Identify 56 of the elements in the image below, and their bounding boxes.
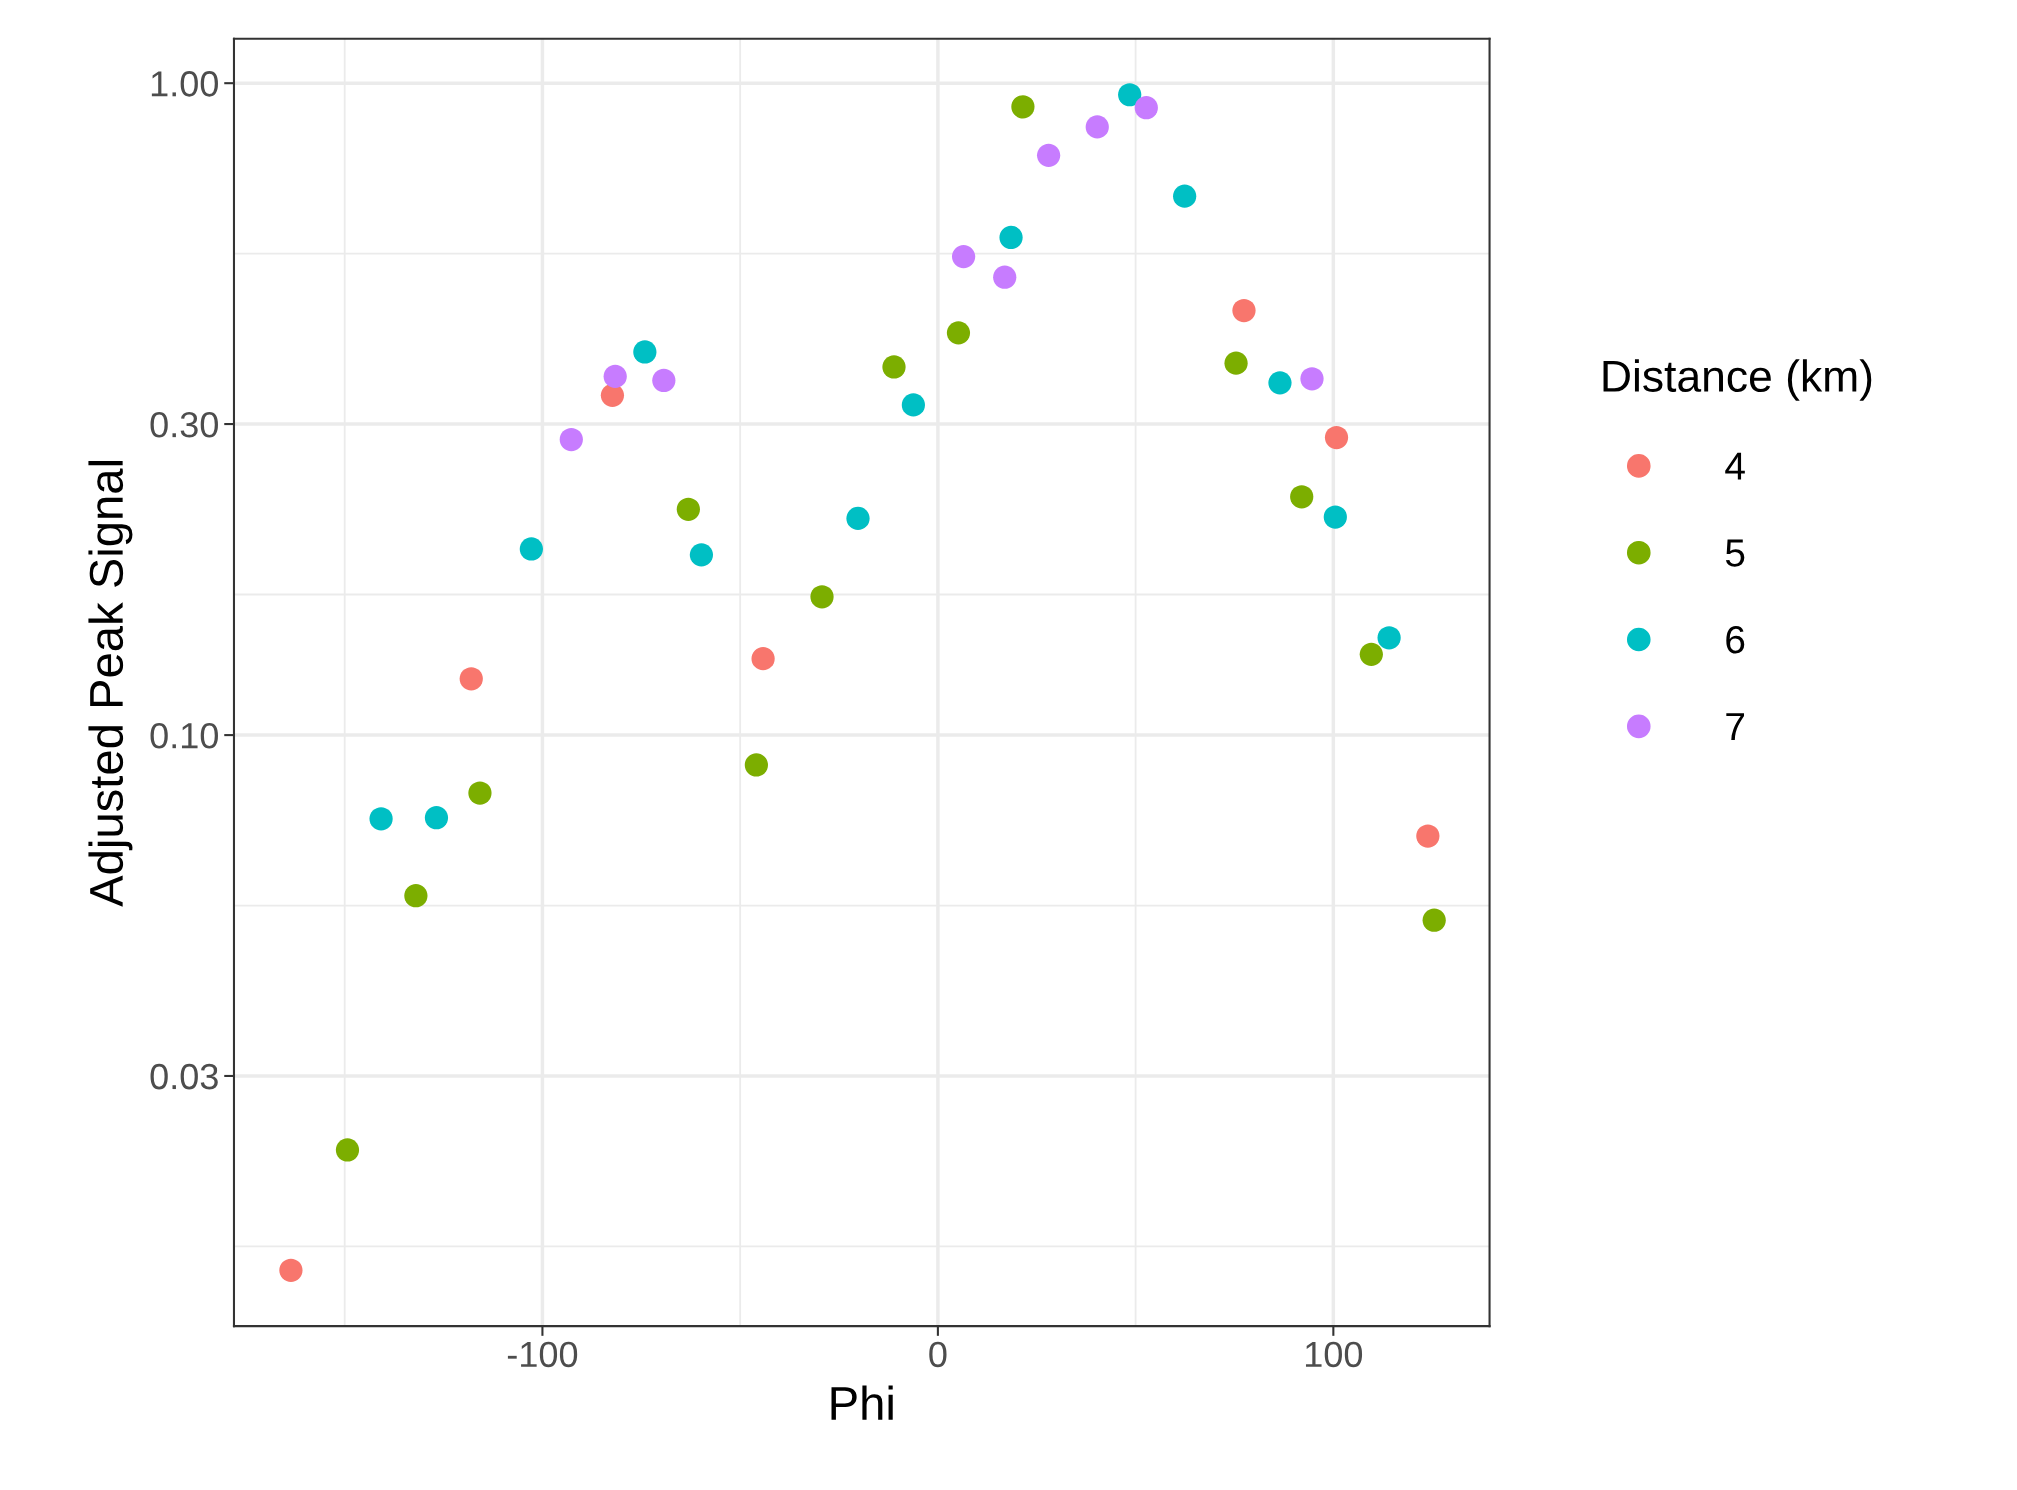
point — [559, 427, 583, 452]
point — [335, 1138, 360, 1162]
point — [424, 806, 449, 830]
point — [1324, 425, 1349, 450]
point — [600, 383, 625, 407]
point — [1037, 143, 1061, 167]
legend-label: 7 — [1726, 713, 1745, 740]
point — [279, 1258, 303, 1282]
point — [689, 543, 714, 567]
point — [901, 393, 925, 417]
point — [519, 537, 543, 561]
legend-label: 6 — [1726, 625, 1745, 654]
point — [1134, 96, 1158, 120]
y-tick-label: 0.30 — [150, 411, 218, 438]
point — [951, 244, 976, 269]
point — [1359, 642, 1383, 666]
point — [1173, 184, 1197, 208]
x-tick-label: -100 — [507, 1341, 578, 1368]
point — [946, 321, 971, 345]
point — [1011, 95, 1035, 119]
x-tick-label: 100 — [1305, 1341, 1363, 1368]
point — [751, 647, 775, 671]
point — [459, 667, 483, 691]
point — [468, 781, 492, 805]
point — [652, 368, 676, 393]
x-axis-title: Phi — [831, 1385, 893, 1420]
y-tick-label: 0.03 — [150, 1063, 218, 1090]
point — [882, 355, 906, 379]
point — [1416, 824, 1440, 848]
point — [1232, 298, 1256, 323]
point — [1224, 351, 1248, 375]
legend-label: 5 — [1725, 539, 1745, 567]
point — [744, 753, 768, 777]
point — [1085, 115, 1109, 139]
point — [1422, 908, 1446, 932]
legend-title: Distance (km) — [1603, 359, 1872, 401]
point — [999, 225, 1023, 250]
point — [369, 807, 393, 831]
point — [993, 265, 1017, 289]
point — [1377, 626, 1401, 650]
point — [1300, 367, 1324, 391]
y-tick-label: 0.10 — [150, 722, 218, 749]
point — [404, 884, 428, 908]
point — [1268, 371, 1292, 395]
point — [810, 585, 834, 609]
point — [1290, 485, 1314, 509]
point — [846, 506, 870, 530]
point — [676, 497, 700, 521]
point — [1118, 83, 1142, 107]
point — [1323, 505, 1347, 529]
y-axis-title: Adjusted Peak Signal — [88, 461, 133, 907]
point — [603, 364, 627, 389]
legend-label: 4 — [1725, 452, 1745, 480]
point — [633, 340, 657, 364]
x-tick-label: 0 — [929, 1341, 947, 1368]
y-tick-label: 1.00 — [151, 71, 218, 97]
